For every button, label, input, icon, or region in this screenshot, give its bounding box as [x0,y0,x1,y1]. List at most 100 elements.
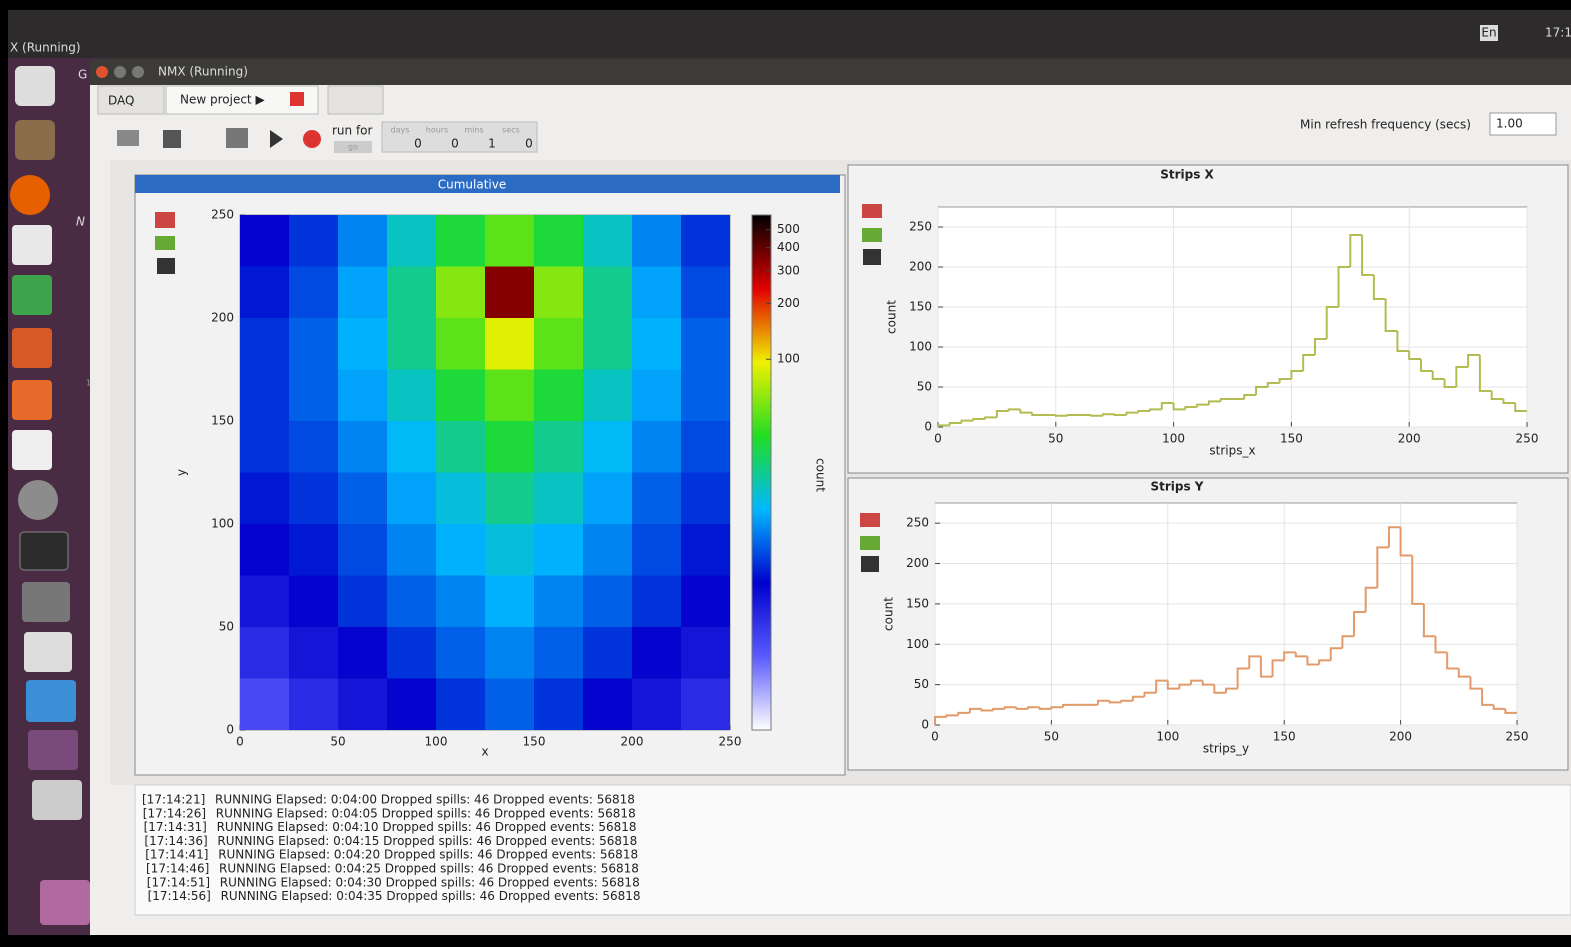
heat-cell [681,524,730,576]
heat-cell [436,318,485,370]
heat-cell [338,369,387,421]
histogram-bin [1178,683,1192,689]
zoom-button[interactable] [155,212,175,228]
histogram-bin [1422,603,1436,638]
refresh-input[interactable] [1489,112,1557,136]
scale-button[interactable] [860,536,880,550]
zoom-button[interactable] [862,204,882,218]
y-tick-label: 250 [906,516,929,530]
histogram-bin [1341,635,1355,649]
histogram-bin [1318,659,1331,665]
launcher-icon[interactable] [32,780,82,820]
heat-cell [338,627,387,679]
histogram-bin [1149,408,1162,411]
launcher-icon[interactable] [22,582,70,622]
histogram-bin [1469,676,1483,690]
heat-cell [583,266,632,318]
minimize-button[interactable] [114,66,126,78]
tab-label[interactable]: New project ▶ [180,93,265,107]
heat-cell [534,369,583,421]
launcher-icon[interactable] [28,730,78,770]
y-tick-label: 150 [211,414,234,428]
log-time: [17:14:26] [143,806,206,820]
histogram-bin [1434,636,1448,654]
scale-button[interactable] [155,236,175,250]
plot-area [937,206,1528,428]
heat-cell [387,215,436,267]
launcher-icon[interactable] [12,225,52,265]
heat-cell [387,369,436,421]
duration-box [381,121,538,153]
launcher-icon[interactable] [40,880,90,925]
histogram-bin [1184,406,1198,410]
launcher-icon[interactable] [26,680,76,722]
close-button[interactable] [96,66,108,78]
heat-cell [240,421,289,473]
go-button[interactable] [334,141,372,153]
x-tick-label: 100 [1162,432,1185,446]
histogram-bin [1160,402,1174,410]
histogram-bin [937,424,950,427]
heat-cell [289,524,338,576]
scale-button[interactable] [862,228,882,242]
histogram-bin [957,711,970,716]
refresh-value[interactable]: 1.00 [1496,117,1523,131]
launcher-icon[interactable] [15,66,55,106]
launcher-icon[interactable] [24,632,72,672]
tab[interactable] [97,85,165,115]
zoom-button[interactable] [860,513,880,527]
launcher-icon[interactable] [12,328,52,368]
launcher-icon[interactable] [12,430,52,470]
histogram-bin [1376,546,1389,588]
duration-unit: days [391,126,410,135]
heat-cell [338,318,387,370]
save-plot-button[interactable] [157,258,175,274]
histogram-bin [1419,359,1433,372]
log-message: RUNNING Elapsed: 0:04:30 Dropped spills:… [220,875,640,889]
launcher-icon[interactable] [12,275,52,315]
log-message: RUNNING Elapsed: 0:04:00 Dropped spills:… [215,793,635,807]
histogram-bin [1306,656,1320,666]
log-time: [17:14:46] [146,862,209,876]
clock: 17:1 [1545,26,1571,40]
histogram-bin [1125,411,1139,415]
heat-cell [583,524,632,576]
tools-button[interactable] [226,128,248,148]
heat-cell [632,575,681,627]
heat-cell [240,524,289,576]
heat-cell [289,369,338,421]
save-button[interactable] [163,130,181,148]
new-tab[interactable] [327,85,384,115]
y-tick-label: 100 [211,517,234,531]
y-tick-label: 0 [921,718,929,732]
go-label[interactable]: go [348,143,358,152]
bg-text: N [76,215,85,229]
run-for-label: run for [332,124,373,138]
launcher-icon[interactable] [10,175,50,215]
colorbar-tick-label: 100 [777,352,800,366]
open-button[interactable] [117,130,139,146]
tab-close[interactable] [290,92,304,106]
launcher-icon[interactable] [15,120,55,160]
heat-cell [681,215,730,267]
play-button[interactable] [270,130,283,148]
heat-cell [387,524,436,576]
launcher-icon[interactable] [19,531,69,571]
heat-cell [289,627,338,679]
maximize-button[interactable] [132,66,144,78]
stop-button[interactable] [303,130,321,148]
save-plot-button[interactable] [863,249,881,265]
tab-label[interactable]: DAQ [108,94,134,108]
x-tick-label: 150 [523,735,546,749]
colorbar-tick-label: 300 [777,263,800,277]
save-plot-button[interactable] [861,556,879,572]
launcher-icon[interactable] [18,480,58,520]
x-axis-label: strips_y [1203,742,1249,756]
launcher-icon[interactable] [12,380,52,420]
histogram-bin [1108,700,1122,704]
histogram-bin [1278,378,1292,383]
histogram-bin [934,715,947,725]
heat-cell [240,369,289,421]
